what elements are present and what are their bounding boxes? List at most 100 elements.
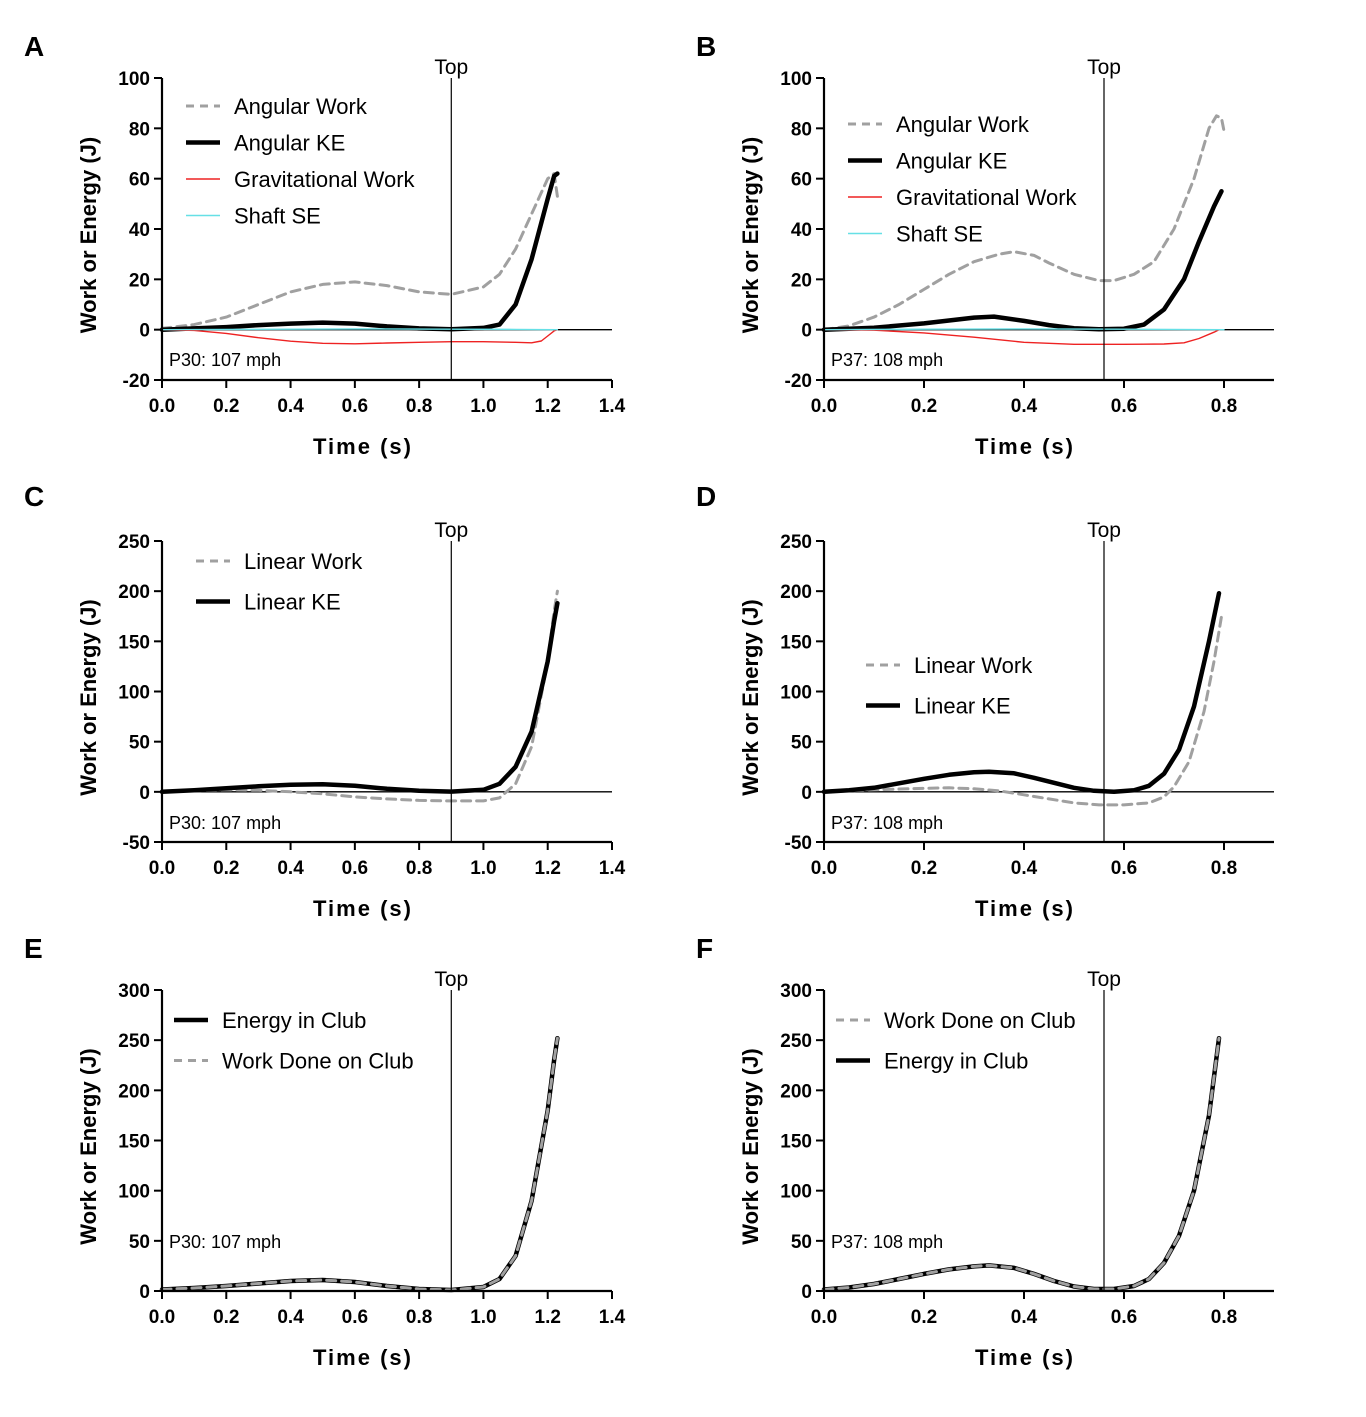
legend-label: Energy in Club <box>222 1008 366 1033</box>
y-tick-label: 200 <box>118 1081 150 1102</box>
x-tick-label: 1.2 <box>535 858 561 879</box>
x-tick-label: 0.2 <box>213 1307 239 1328</box>
y-tick-label: 80 <box>129 119 150 140</box>
y-tick-label: 300 <box>118 981 150 1002</box>
top-marker-label: Top <box>1087 56 1121 79</box>
legend-label: Shaft SE <box>896 222 983 247</box>
x-tick-label: 0.6 <box>1111 396 1137 417</box>
x-tick-label: 0.4 <box>277 396 304 417</box>
x-tick-label: 0.8 <box>1211 1307 1237 1328</box>
x-tick-label: 0.2 <box>911 1307 937 1328</box>
x-tick-label: 0.0 <box>811 396 837 417</box>
y-tick-label: 150 <box>780 1132 812 1153</box>
y-tick-label: 0 <box>801 1282 812 1303</box>
y-axis-title: Work or Energy (J) <box>738 1048 763 1244</box>
x-tick-label: 0.0 <box>149 1307 175 1328</box>
y-tick-label: 250 <box>118 1031 150 1052</box>
legend-label: Shaft SE <box>234 204 321 229</box>
top-marker-label: Top <box>434 968 468 991</box>
legend-label: Angular Work <box>234 94 368 119</box>
x-tick-label: 1.4 <box>599 858 626 879</box>
y-tick-label: 250 <box>780 1031 812 1052</box>
series-line-linear-ke <box>821 590 1222 795</box>
x-tick-label: 0.8 <box>406 1307 432 1328</box>
series-line-shaft-se <box>823 328 1225 331</box>
x-tick-label: 0.2 <box>911 396 937 417</box>
legend-label: Linear Work <box>914 653 1033 678</box>
series-line-gravitational-work <box>161 329 559 345</box>
y-tick-label: 150 <box>118 1132 150 1153</box>
panel-letter: C <box>24 481 44 512</box>
legend-label: Gravitational Work <box>234 167 416 192</box>
panel-e: E Top 0 50 100 150 200 250 300 0.0 0.2 0.4 0.6 0.8 1.0… <box>24 933 626 1370</box>
y-tick-label: 250 <box>780 532 812 553</box>
x-tick-label: 0.0 <box>149 396 175 417</box>
y-tick-label: 20 <box>791 270 812 291</box>
y-tick-label: 0 <box>139 321 150 342</box>
y-tick-label: 50 <box>129 733 150 754</box>
top-marker-label: Top <box>434 56 468 79</box>
x-axis-title: Time (s) <box>313 434 413 459</box>
y-tick-label: -20 <box>785 371 812 392</box>
series-line-gravitational-work <box>823 329 1220 345</box>
legend-label: Work Done on Club <box>222 1049 414 1074</box>
x-tick-label: 1.0 <box>470 1307 496 1328</box>
x-tick-label: 0.4 <box>1011 396 1038 417</box>
panel-letter: D <box>696 481 716 512</box>
series-line-angular-ke <box>159 171 560 332</box>
y-tick-label: 200 <box>780 582 812 603</box>
annotation-label: P37: 108 mph <box>831 350 943 370</box>
x-tick-label: 0.6 <box>342 858 368 879</box>
x-tick-label: 0.8 <box>406 858 432 879</box>
top-marker-label: Top <box>1087 968 1121 991</box>
x-tick-label: 0.2 <box>911 858 937 879</box>
y-tick-label: 100 <box>118 683 150 704</box>
y-tick-label: 100 <box>780 683 812 704</box>
legend-label: Gravitational Work <box>896 185 1078 210</box>
series-line-angular-work <box>160 172 559 330</box>
y-tick-label: 0 <box>801 321 812 342</box>
x-tick-label: 0.8 <box>1211 396 1237 417</box>
panel-letter: F <box>696 933 713 964</box>
y-tick-label: 20 <box>129 270 150 291</box>
legend-label: Energy in Club <box>884 1049 1028 1074</box>
legend-label: Linear KE <box>244 590 341 615</box>
y-axis-title: Work or Energy (J) <box>738 599 763 795</box>
y-tick-label: 50 <box>129 1232 150 1253</box>
x-tick-label: 1.2 <box>535 1307 561 1328</box>
y-tick-label: 0 <box>801 783 812 804</box>
x-tick-label: 1.4 <box>599 1307 626 1328</box>
x-tick-label: 1.4 <box>599 396 626 417</box>
y-tick-label: 0 <box>139 783 150 804</box>
x-tick-label: 0.4 <box>1011 1307 1038 1328</box>
y-tick-label: 200 <box>780 1081 812 1102</box>
x-tick-label: 0.4 <box>1011 858 1038 879</box>
x-tick-label: 0.6 <box>1111 1307 1137 1328</box>
x-tick-label: 1.0 <box>470 396 496 417</box>
series-line-angular-work <box>822 114 1226 332</box>
y-tick-label: 100 <box>118 69 150 90</box>
y-tick-label: 250 <box>118 532 150 553</box>
y-axis-title: Work or Energy (J) <box>76 599 101 795</box>
x-axis-title: Time (s) <box>975 896 1075 921</box>
panel-b: B Top -20 0 20 40 60 80 100 0.0 0.2 0.4 0.6 0.8 Time (… <box>696 31 1274 459</box>
x-tick-label: 1.0 <box>470 858 496 879</box>
x-tick-label: 0.6 <box>342 1307 368 1328</box>
x-tick-label: 0.2 <box>213 858 239 879</box>
x-tick-label: 0.0 <box>811 1307 837 1328</box>
y-tick-label: 60 <box>791 170 812 191</box>
top-marker-label: Top <box>1087 519 1121 542</box>
legend-label: Angular Work <box>896 112 1030 137</box>
series-line-energy-in-club <box>159 1035 560 1293</box>
panel-a: A Top -20 0 20 40 60 80 100 0.0 0.2 0.4 0.6 0.8 1.0 1.2… <box>24 31 626 459</box>
x-tick-label: 0.6 <box>1111 858 1137 879</box>
y-tick-label: 300 <box>780 981 812 1002</box>
x-axis-title: Time (s) <box>313 1345 413 1370</box>
x-axis-title: Time (s) <box>313 896 413 921</box>
series-line-linear-work <box>822 614 1223 807</box>
series-line-work-done-on-club <box>822 1036 1221 1291</box>
y-tick-label: 100 <box>118 1182 150 1203</box>
y-tick-label: 50 <box>791 1232 812 1253</box>
legend-label: Linear Work <box>244 549 363 574</box>
